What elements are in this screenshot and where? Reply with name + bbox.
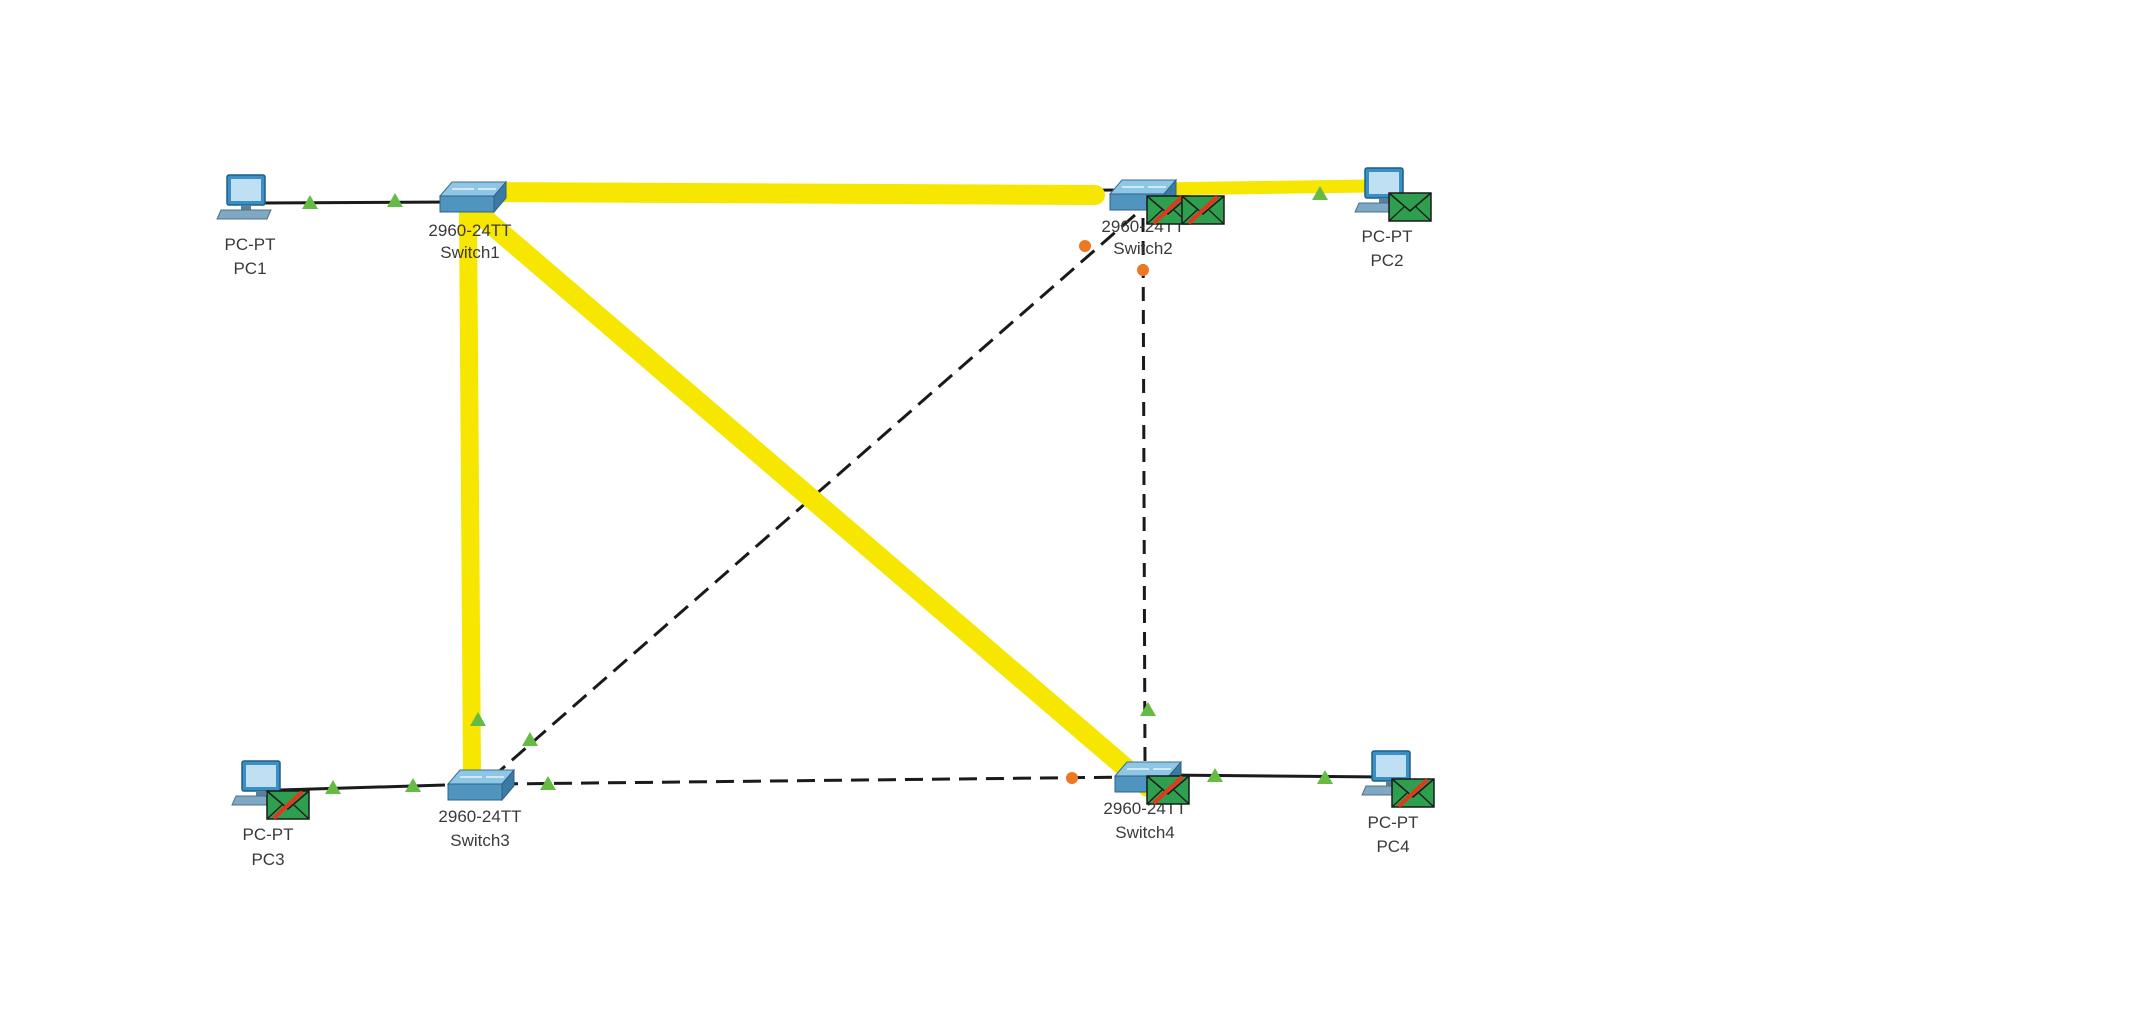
highlight-switch1-switch3 <box>459 201 481 784</box>
device-name-label: Switch2 <box>1113 239 1173 258</box>
device-model-label: 2960-24TT <box>438 807 521 826</box>
device-name-label: Switch1 <box>440 243 500 262</box>
highlight-switch1-switch2 <box>478 182 1105 205</box>
port-blocked-indicator <box>1079 240 1091 252</box>
highlight-switch2-pc2 <box>1145 179 1377 196</box>
device-model-label: PC-PT <box>1368 813 1419 832</box>
switch-icon[interactable] <box>447 769 515 801</box>
switch3-device[interactable]: 2960-24TT Switch3 <box>438 769 522 850</box>
device-name-label: Switch3 <box>450 831 510 850</box>
links-layer <box>261 188 1386 792</box>
envelope-icon[interactable] <box>1146 775 1190 805</box>
device-model-label: PC-PT <box>1362 227 1413 246</box>
device-name-label: PC3 <box>251 850 284 869</box>
pdu-envelopes <box>266 192 1435 820</box>
pc1-device[interactable]: PC-PT PC1 <box>216 174 276 278</box>
envelope-icon[interactable] <box>266 790 310 820</box>
device-name-label: PC2 <box>1370 251 1403 270</box>
port-up-indicator <box>387 193 403 207</box>
device-name-label: Switch4 <box>1115 823 1175 842</box>
switch1-device[interactable]: 2960-24TT Switch1 <box>428 181 512 262</box>
highlight-switch1-switch4 <box>468 203 1158 797</box>
port-indicators <box>302 186 1333 794</box>
highlight-path-layer <box>459 179 1377 797</box>
port-blocked-indicator <box>1137 264 1149 276</box>
pc-icon[interactable] <box>216 174 272 220</box>
link-switch2-switch4[interactable] <box>1141 217 1147 766</box>
switch-icon[interactable] <box>439 181 507 213</box>
device-name-label: PC1 <box>233 259 266 278</box>
device-model-label: 2960-24TT <box>428 221 511 240</box>
port-up-indicator <box>1140 702 1156 716</box>
device-model-label: PC-PT <box>243 825 294 844</box>
link-pc3-switch3[interactable] <box>279 783 446 792</box>
pc3-device[interactable]: PC-PT PC3 <box>231 760 294 869</box>
link-switch2-switch3[interactable] <box>494 213 1136 777</box>
port-blocked-indicator <box>1066 772 1078 784</box>
link-switch4-pc4[interactable] <box>1164 773 1386 779</box>
device-model-label: PC-PT <box>225 235 276 254</box>
link-switch3-switch4[interactable] <box>499 775 1136 786</box>
pc2-device[interactable]: PC-PT PC2 <box>1354 167 1413 270</box>
pc4-device[interactable]: PC-PT PC4 <box>1361 750 1419 856</box>
envelope-icon[interactable] <box>1181 195 1225 225</box>
envelope-icon[interactable] <box>1391 778 1435 808</box>
envelope-icon[interactable] <box>1388 192 1432 222</box>
device-name-label: PC4 <box>1376 837 1409 856</box>
link-pc1-switch1[interactable] <box>261 200 456 205</box>
